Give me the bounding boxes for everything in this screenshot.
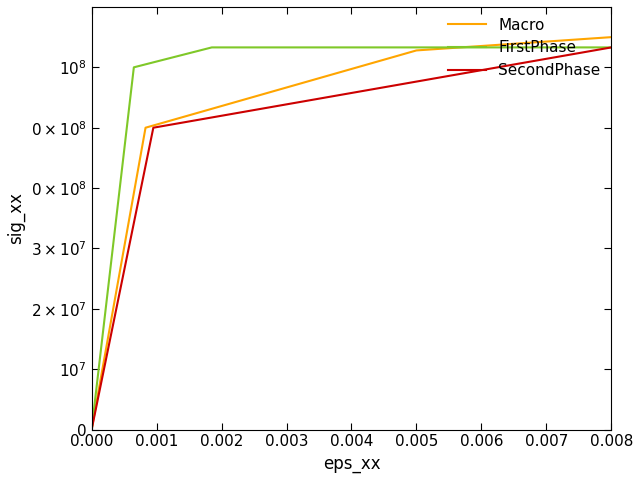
Legend: Macro, FirstPhase, SecondPhase: Macro, FirstPhase, SecondPhase — [442, 12, 607, 84]
Macro — [88, 427, 95, 432]
FirstPhase — [607, 45, 615, 50]
Macro — [413, 48, 420, 53]
SecondPhase — [88, 427, 95, 432]
Line: Macro: Macro — [92, 37, 611, 430]
X-axis label: eps_xx: eps_xx — [323, 455, 380, 473]
SecondPhase — [607, 45, 615, 50]
Macro — [141, 125, 149, 131]
Line: SecondPhase: SecondPhase — [92, 48, 611, 430]
SecondPhase — [150, 125, 157, 131]
Y-axis label: sig_xx: sig_xx — [7, 192, 25, 244]
FirstPhase — [208, 45, 216, 50]
FirstPhase — [130, 64, 138, 70]
Line: FirstPhase: FirstPhase — [92, 48, 611, 430]
FirstPhase — [88, 427, 95, 432]
Macro — [607, 34, 615, 40]
